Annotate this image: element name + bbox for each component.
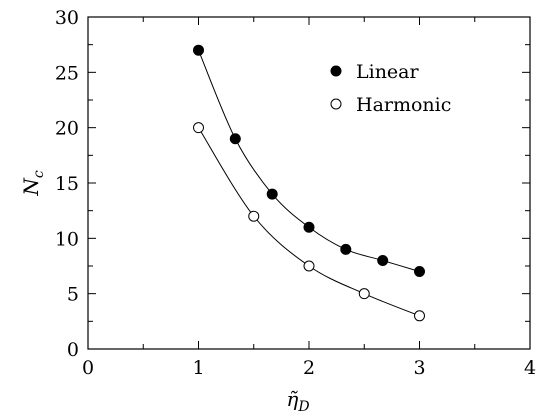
- legend-marker-linear: [330, 65, 342, 77]
- plot-frame: [87, 16, 531, 350]
- tick-labels: 0 1 2 3 4 0 5 10 15 20 25 30: [55, 7, 536, 379]
- y-tick-label: 10: [55, 228, 79, 250]
- y-tick-label: 25: [55, 62, 79, 84]
- data-point-linear: [340, 243, 352, 255]
- series-lines: [198, 50, 420, 317]
- data-point-linear: [377, 254, 389, 266]
- y-tick-label: 15: [55, 173, 79, 195]
- x-tick-label: 4: [524, 357, 536, 379]
- legend-label-linear: Linear: [356, 61, 420, 83]
- axis-ticks: [87, 16, 531, 350]
- x-axis-label-main: η̃: [286, 387, 298, 411]
- data-point-harmonic: [358, 288, 370, 300]
- data-point-linear: [414, 266, 425, 278]
- data-point-linear: [193, 44, 204, 56]
- y-tick-label: 5: [67, 284, 79, 306]
- x-tick-label: 3: [413, 357, 425, 379]
- x-axis-label-sub: D: [297, 399, 309, 415]
- series-line-linear: [198, 50, 420, 273]
- y-tick-label: 0: [67, 339, 79, 361]
- x-tick-label: 2: [303, 357, 315, 379]
- data-point-harmonic: [193, 122, 204, 134]
- legend-label-harmonic: Harmonic: [356, 94, 451, 116]
- data-point-linear: [303, 221, 315, 233]
- y-tick-label: 30: [55, 7, 79, 29]
- legend-marker-harmonic: [330, 98, 342, 110]
- legend: Linear Harmonic: [330, 61, 451, 116]
- y-axis-label: Nc: [19, 170, 47, 197]
- y-axis-label-sub: c: [31, 170, 47, 178]
- x-axis-label: η̃D: [286, 387, 309, 415]
- data-point-harmonic: [303, 260, 315, 272]
- data-point-linear: [229, 133, 241, 145]
- y-axis-label-main: N: [19, 177, 43, 197]
- data-point-harmonic: [414, 310, 425, 322]
- series-line-harmonic: [198, 127, 420, 317]
- data-points: [193, 44, 425, 322]
- y-tick-label: 20: [55, 118, 79, 140]
- x-tick-label: 1: [192, 357, 204, 379]
- data-point-linear: [266, 188, 278, 200]
- data-point-harmonic: [248, 210, 260, 222]
- x-tick-label: 0: [82, 357, 94, 379]
